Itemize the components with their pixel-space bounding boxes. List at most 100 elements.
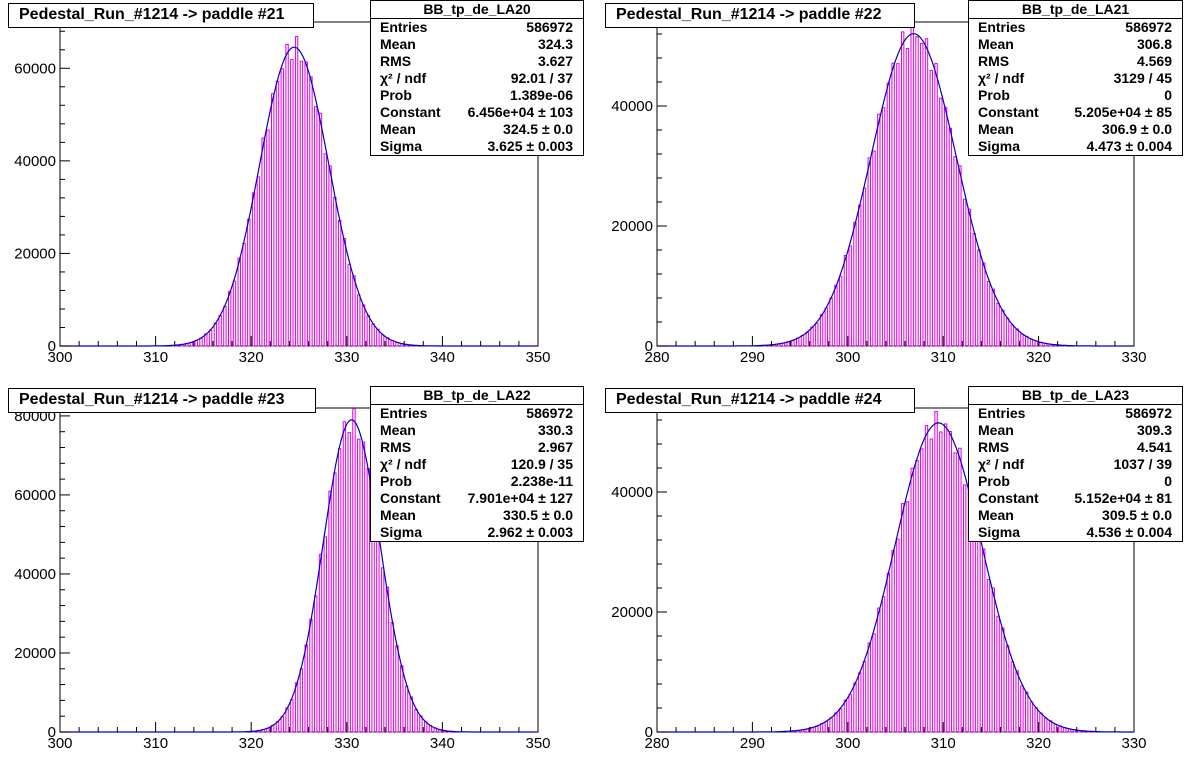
- stats-row: Mean 330.5 ± 0.0: [371, 507, 583, 524]
- stats-row: Mean 306.9 ± 0.0: [969, 121, 1182, 138]
- stats-row: Constant 7.901e+04 ± 127: [371, 490, 583, 507]
- histogram-bar: [223, 305, 227, 347]
- histogram-bar: [900, 503, 905, 733]
- stats-value: 4.541: [1136, 439, 1172, 455]
- x-tick-label: 310: [143, 735, 168, 752]
- stats-row: RMS 2.967: [371, 439, 583, 456]
- histogram-bar: [1044, 717, 1048, 733]
- stats-label: Constant: [380, 104, 441, 120]
- stats-label: Sigma: [978, 138, 1021, 154]
- histogram-bar: [881, 107, 886, 347]
- histogram-pad-1: 300 310 320 330 340 350 0 20000 40000 60000: [14, 21, 551, 366]
- histogram-bar: [1039, 712, 1043, 733]
- x-tick-label: 340: [430, 735, 455, 752]
- histogram-bar: [380, 334, 385, 347]
- histogram-bar: [915, 460, 919, 733]
- histogram-bar: [1029, 701, 1034, 733]
- stats-value: 6.456e+04 ± 103: [467, 104, 573, 120]
- stats-value: 2.967: [537, 439, 573, 455]
- gaussian-fit-curve: [60, 46, 538, 347]
- stats-row: Sigma 3.625 ± 0.003: [371, 138, 583, 155]
- stats-label: Sigma: [380, 524, 423, 540]
- y-tick-label: 40000: [611, 98, 653, 115]
- histogram-bar: [996, 302, 1000, 347]
- histogram-bar: [328, 165, 332, 347]
- stats-row: Mean 324.3: [371, 36, 583, 53]
- stats-label: Entries: [978, 405, 1026, 421]
- histogram-bar: [958, 447, 962, 733]
- stats-label: RMS: [380, 439, 412, 455]
- stats-label: Constant: [978, 104, 1039, 120]
- gaussian-fit-curve: [60, 419, 538, 733]
- histogram-bar: [948, 127, 953, 347]
- histogram-bar: [843, 254, 848, 347]
- stats-value: 120.9 / 35: [510, 456, 573, 472]
- stats-row: Sigma 4.536 ± 0.004: [969, 524, 1182, 541]
- histogram-bar: [390, 622, 394, 733]
- histogram-bar: [853, 221, 857, 347]
- histogram-bar: [877, 113, 881, 347]
- histogram-bar: [256, 176, 261, 347]
- stats-row: RMS 4.541: [969, 439, 1182, 456]
- x-tick-label: 280: [644, 349, 669, 366]
- x-tick-label: 330: [1121, 735, 1146, 752]
- histogram-bar: [1010, 324, 1015, 347]
- x-tick-label: 340: [430, 349, 455, 366]
- stats-row: RMS 3.627: [371, 53, 583, 70]
- stats-row: Constant 5.205e+04 ± 85: [969, 104, 1182, 121]
- x-tick-label: 330: [334, 735, 359, 752]
- x-tick-label: 280: [644, 735, 669, 752]
- histogram-bar: [872, 150, 876, 347]
- histogram-title: Pedestal_Run_#1214 -> paddle #22: [605, 3, 915, 28]
- histogram-bar: [805, 331, 809, 347]
- stats-box: BB_tp_de_LA22 Entries 586972 Mean 330.3 RMS 2.…: [370, 386, 584, 542]
- histogram-bar: [1010, 661, 1015, 733]
- y-tick-label: 20000: [14, 245, 56, 262]
- x-tick-label: 320: [239, 349, 264, 366]
- stats-row: Sigma 4.473 ± 0.004: [969, 138, 1182, 155]
- histogram-bar: [1015, 328, 1019, 347]
- histogram-bar: [796, 337, 800, 347]
- stats-value: 0: [1164, 473, 1172, 489]
- histogram-bar: [996, 615, 1000, 733]
- histogram-bar: [953, 452, 957, 733]
- y-tick-label: 20000: [611, 604, 653, 621]
- histogram-bar: [409, 696, 414, 733]
- stats-value: 330.5 ± 0.0: [503, 507, 573, 523]
- histogram-bar: [872, 633, 876, 733]
- histogram-bar: [208, 329, 213, 347]
- histogram-bar: [867, 642, 871, 733]
- histogram-bar: [1001, 309, 1005, 347]
- histogram-bar: [213, 322, 218, 347]
- histogram-bar: [858, 672, 862, 733]
- stats-row: Prob 0: [969, 87, 1182, 104]
- histogram-bar: [977, 533, 981, 733]
- histogram-bar: [266, 129, 270, 347]
- y-tick-label: 0: [48, 338, 56, 355]
- histogram-bar: [376, 521, 380, 733]
- histogram-bar: [834, 284, 838, 347]
- stats-value: 586972: [1125, 19, 1172, 35]
- histogram-bar: [1034, 707, 1038, 733]
- histogram-bar: [819, 314, 824, 347]
- stats-row: Prob 2.238e-11: [371, 473, 583, 490]
- stats-label: χ² / ndf: [978, 70, 1025, 86]
- y-tick-label: 40000: [14, 566, 56, 583]
- histogram-title: Pedestal_Run_#1214 -> paddle #21: [8, 3, 314, 28]
- y-tick-label: 0: [645, 338, 653, 355]
- stats-row: Mean 324.5 ± 0.0: [371, 121, 583, 138]
- stats-row: Entries 586972: [969, 19, 1182, 36]
- histogram-bar: [385, 586, 390, 733]
- histogram-bar: [275, 721, 280, 733]
- histogram-bar: [366, 314, 370, 347]
- histogram-bar: [271, 93, 275, 347]
- x-tick-label: 310: [931, 349, 956, 366]
- stats-value: 330.3: [537, 422, 573, 438]
- stats-value: 92.01 / 37: [510, 70, 573, 86]
- histogram-bar: [342, 238, 347, 347]
- histogram-bar: [891, 549, 895, 733]
- histogram-bar: [953, 156, 957, 347]
- stats-label: Mean: [978, 422, 1014, 438]
- histogram-bar: [977, 249, 981, 347]
